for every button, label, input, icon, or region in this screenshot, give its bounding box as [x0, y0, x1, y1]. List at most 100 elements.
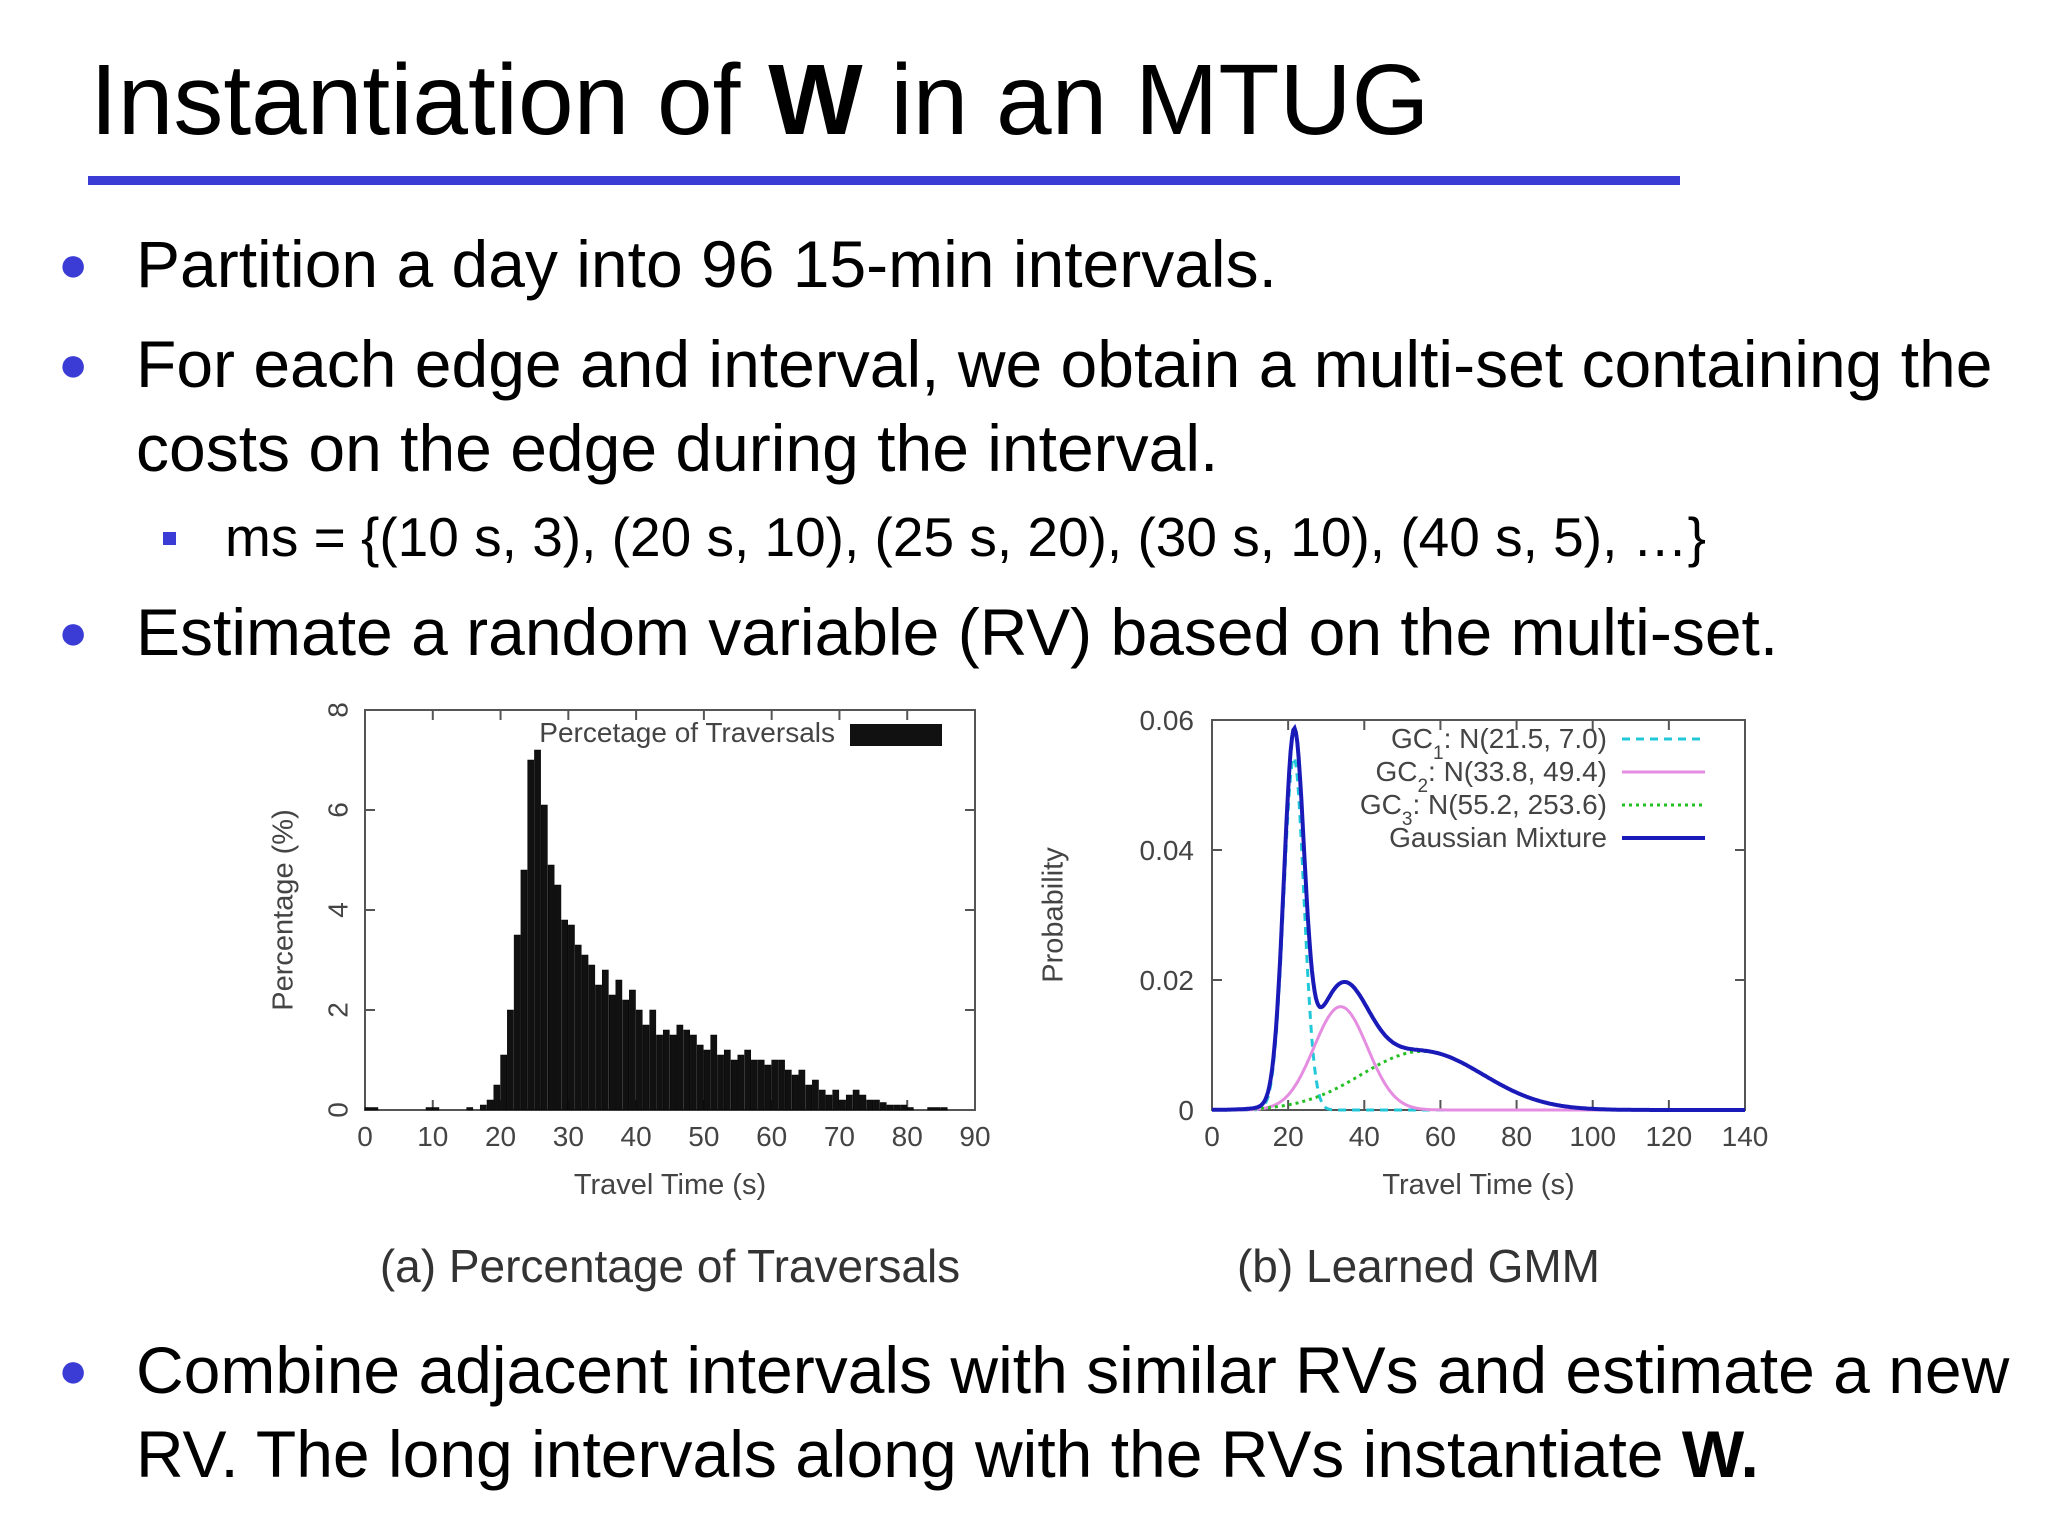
histogram-bar: [520, 869, 528, 1111]
histogram-bar: [818, 1089, 826, 1111]
histogram-bar: [906, 1107, 914, 1111]
histogram-bar: [479, 1104, 487, 1111]
component-curve: [1212, 1005, 1745, 1112]
histogram-bar: [723, 1049, 731, 1111]
histogram-bar: [425, 1107, 433, 1111]
histogram-bar: [662, 1029, 670, 1111]
x-axis-label: Travel Time (s): [1382, 1169, 1574, 1201]
legend-swatch: [850, 724, 942, 746]
y-tick-label: 4: [322, 902, 353, 918]
x-tick-label: 40: [1349, 1121, 1380, 1152]
histogram-bar: [534, 749, 541, 1111]
histogram-bar: [629, 989, 636, 1111]
sub-bullet-text: ms = {(10 s, 3), (20 s, 10), (25 s, 20),…: [225, 506, 1706, 568]
y-tick-label: 0.02: [1140, 965, 1195, 996]
x-tick-label: 70: [824, 1121, 855, 1152]
histogram-bar: [893, 1104, 901, 1111]
histogram-bar: [540, 804, 548, 1111]
title-underline: [88, 176, 1680, 185]
legend-label: Gaussian Mixture: [1389, 822, 1607, 853]
legend: Percetage of Traversals: [539, 717, 942, 748]
histogram-bar: [608, 994, 616, 1111]
histogram-bar: [940, 1107, 948, 1111]
x-axis-label: Travel Time (s): [574, 1169, 766, 1201]
histogram-bar: [696, 1044, 704, 1111]
panel-caption: (a) Percentage of Traversals: [380, 1240, 960, 1292]
histogram-bar: [737, 1054, 745, 1111]
bullet-text-plain: Combine adjacent intervals with similar …: [136, 1333, 2010, 1491]
histogram-bar: [927, 1107, 934, 1111]
square-bullet-icon: [163, 532, 176, 545]
histogram-bar: [873, 1099, 880, 1111]
histogram-bar: [784, 1069, 792, 1111]
x-tick-label: 80: [1501, 1121, 1532, 1152]
legend-label: GC3: N(55.2, 253.6): [1360, 789, 1607, 830]
x-tick-label: 0: [357, 1121, 373, 1152]
y-tick-label: 2: [322, 1002, 353, 1018]
y-axis-label: Probability: [1038, 847, 1070, 983]
legend-label: GC2: N(33.8, 49.4): [1375, 756, 1607, 797]
panel-caption: (b) Learned GMM: [1237, 1240, 1600, 1292]
histogram-bar: [791, 1074, 799, 1111]
histogram-bar: [432, 1107, 440, 1111]
x-tick-label: 80: [892, 1121, 923, 1152]
y-tick-label: 0.06: [1140, 705, 1195, 736]
histogram-bar: [669, 1034, 677, 1111]
x-tick-label: 10: [417, 1121, 448, 1152]
histogram-bar: [934, 1107, 941, 1111]
histogram-bar: [812, 1079, 819, 1111]
histogram-bar: [622, 999, 629, 1111]
y-tick-label: 6: [322, 802, 353, 818]
title-bold: W: [768, 44, 863, 156]
histogram-bar: [676, 1024, 684, 1111]
histogram-bar: [744, 1049, 751, 1111]
component-curve: [1211, 1049, 1745, 1112]
bullet-text: For each edge and interval, we obtain a …: [136, 327, 1993, 485]
x-tick-label: 50: [688, 1121, 719, 1152]
histogram-bar: [642, 1024, 650, 1111]
bullet-text: Partition a day into 96 15-min intervals…: [136, 227, 1277, 301]
histogram-bar: [825, 1094, 833, 1111]
histogram-bar: [568, 924, 575, 1111]
histogram-bar: [500, 1054, 507, 1111]
y-tick-label: 0.04: [1140, 835, 1195, 866]
panel-b-gmm: 0 0.02 0.04 0.06 0 20 40 60 80 100 120 140 Travel Ti…: [1038, 705, 1769, 1292]
bullet-dot-icon: ●: [58, 604, 89, 660]
bullet-text: Combine adjacent intervals with similar …: [136, 1328, 2036, 1496]
histogram-bar: [866, 1099, 873, 1111]
bullet-text-bold: W.: [1681, 1417, 1759, 1491]
histogram-bar: [717, 1054, 724, 1111]
histogram-bar: [649, 1009, 657, 1111]
histogram-bar: [703, 1049, 711, 1111]
histogram-bar: [371, 1107, 379, 1111]
histogram-bar: [805, 1084, 812, 1111]
histogram-bar: [513, 934, 521, 1111]
title-prefix: Instantiation of: [90, 44, 769, 156]
title-suffix: in an MTUG: [862, 44, 1430, 156]
histogram-bar: [710, 1034, 718, 1111]
histogram-bar: [778, 1059, 785, 1111]
histogram-bar: [832, 1089, 840, 1111]
x-tick-label: 90: [959, 1121, 990, 1152]
histogram-bar: [615, 979, 623, 1111]
x-tick-label: 60: [756, 1121, 787, 1152]
histogram-bar: [635, 1009, 643, 1111]
histogram-bar: [886, 1104, 894, 1111]
histogram-bar: [601, 969, 609, 1111]
slide-title: Instantiation of W in an MTUG: [90, 40, 1429, 160]
x-tick-label: 100: [1569, 1121, 1616, 1152]
histogram-bar: [588, 964, 596, 1111]
histogram-bar: [493, 1084, 501, 1111]
histogram-bar: [879, 1102, 887, 1111]
bullet-dot-icon: ●: [58, 1342, 89, 1398]
histogram-bar: [730, 1059, 738, 1111]
bullet-text: Estimate a random variable (RV) based on…: [136, 595, 1779, 669]
histogram-bar: [798, 1069, 806, 1111]
histogram-bar: [574, 944, 582, 1111]
histogram-bar: [364, 1107, 372, 1111]
y-tick-label: 0: [322, 1102, 353, 1118]
histogram-bar: [757, 1059, 765, 1111]
histogram-bar: [561, 919, 568, 1111]
